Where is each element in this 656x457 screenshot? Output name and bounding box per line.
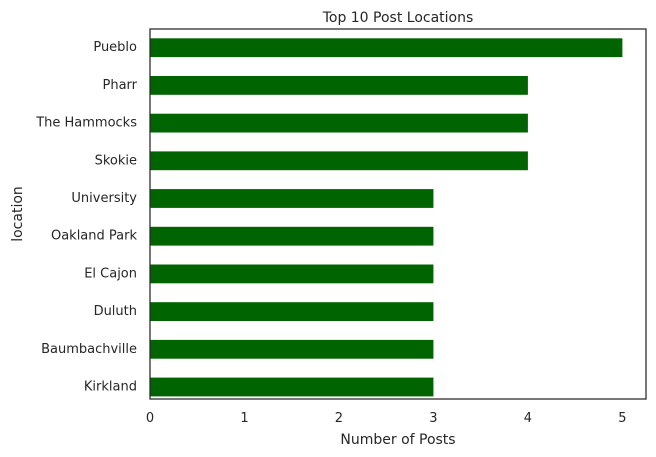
bar-baumbachville — [150, 339, 434, 359]
y-tick-label: Skokie — [95, 153, 137, 168]
bar-skokie — [150, 151, 528, 171]
y-tick-label: Pueblo — [93, 40, 137, 55]
bar-oakland-park — [150, 226, 434, 246]
chart-title: Top 10 Post Locations — [322, 10, 474, 26]
x-tick-label: 0 — [146, 411, 154, 426]
plot-frame — [149, 28, 647, 400]
bar-the-hammocks — [150, 113, 528, 133]
x-tick-label: 4 — [524, 411, 532, 426]
y-tick-label: Oakland Park — [51, 229, 137, 244]
bar-el-cajon — [150, 264, 434, 284]
bar-university — [150, 189, 434, 208]
y-axis-label: location — [10, 186, 26, 242]
bar-kirkland — [150, 377, 434, 397]
y-tick-label: Kirkland — [84, 380, 137, 395]
y-tick-label: Baumbachville — [41, 342, 137, 357]
y-tick-label: University — [71, 191, 137, 206]
x-axis-label: Number of Posts — [340, 432, 455, 448]
x-tick-label: 1 — [240, 411, 248, 426]
y-axis-ticks: Pueblo Pharr The Hammocks Skokie University O… — [35, 40, 137, 394]
bar-pharr — [150, 76, 528, 95]
y-tick-label: Duluth — [94, 304, 137, 319]
bar-duluth — [150, 302, 434, 321]
y-tick-label: El Cajon — [84, 266, 137, 281]
y-tick-label: Pharr — [102, 78, 137, 93]
x-tick-label: 3 — [429, 411, 437, 426]
bars-group — [150, 38, 623, 397]
x-axis-ticks: 0 1 2 3 4 5 — [146, 411, 627, 426]
x-tick-label: 5 — [618, 411, 626, 426]
x-tick-label: 2 — [335, 411, 343, 426]
bar-pueblo — [150, 38, 623, 58]
y-tick-label: The Hammocks — [35, 116, 137, 131]
